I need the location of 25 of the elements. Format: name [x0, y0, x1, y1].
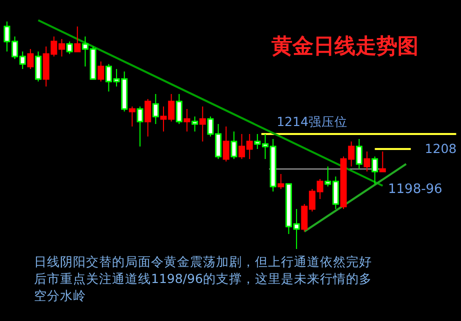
- candlestick: [356, 138, 362, 170]
- ref-line-label: 1214强压位: [276, 114, 348, 129]
- candlestick: [144, 98, 152, 137]
- candlestick: [199, 106, 206, 142]
- annotation: 1198-96: [388, 182, 442, 197]
- candlestick: [192, 116, 198, 132]
- text: 黄金日线走势图: [270, 34, 418, 58]
- candlestick: [379, 151, 386, 172]
- candlestick: [74, 26, 81, 52]
- candlestick: [222, 126, 230, 162]
- candlestick: [184, 108, 190, 132]
- ref-line-label: 1208: [424, 141, 457, 156]
- annotation: 日线阴阳交替的局面令黄金震荡加剧，但上行通道依然完好后市重点关注通道线1198/96的支撑，这里是未来行情的多空分水岭: [34, 254, 372, 303]
- candlestick: [176, 94, 182, 124]
- candlestick: [372, 156, 378, 184]
- candlestick: [152, 94, 159, 124]
- candlestick: [128, 106, 136, 127]
- candlestick: [278, 174, 284, 190]
- candlestick: [27, 48, 34, 70]
- candlestick: [230, 131, 238, 160]
- candlestick: [98, 61, 104, 82]
- candlestick: [136, 106, 144, 147]
- candlestick: [66, 41, 73, 54]
- candlestick: [35, 51, 42, 82]
- candlestick: [364, 151, 370, 172]
